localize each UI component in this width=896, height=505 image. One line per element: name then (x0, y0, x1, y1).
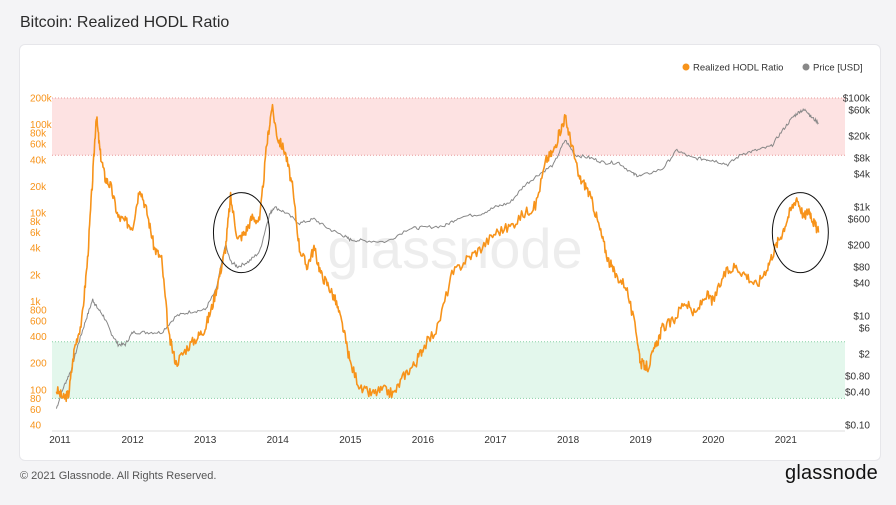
left-tick-label: 40 (30, 421, 42, 432)
annotation-ellipse-1 (771, 192, 829, 274)
right-tick-label: $6 (859, 324, 871, 335)
annotation-ellipse-0 (212, 192, 270, 274)
left-tick-label: 4k (30, 244, 42, 255)
x-tick-label: 2015 (339, 435, 362, 446)
band-1 (52, 341, 845, 399)
legend-label[interactable]: Price [USD] (813, 63, 863, 74)
legend-label[interactable]: Realized HODL Ratio (693, 63, 783, 74)
right-tick-label: $40 (853, 279, 870, 290)
left-tick-label: 20k (30, 182, 47, 193)
x-tick-label: 2020 (702, 435, 725, 446)
right-tick-label: $60k (848, 106, 871, 117)
right-tick-label: $1k (854, 203, 871, 214)
left-tick-label: 800 (30, 305, 47, 316)
hodl-ratio-line (55, 103, 820, 403)
right-tick-label: $0.80 (845, 371, 870, 382)
x-tick-label: 2016 (412, 435, 435, 446)
left-tick-label: 60 (30, 405, 42, 416)
band-0 (52, 98, 845, 156)
hodl-ratio-series (55, 103, 820, 403)
right-tick-label: $4k (854, 170, 871, 181)
left-tick-label: 80k (30, 129, 47, 140)
left-tick-label: 600 (30, 317, 47, 328)
legend-marker (802, 63, 810, 71)
left-tick-label: 100 (30, 385, 47, 396)
right-tick-label: $0.10 (845, 421, 870, 432)
right-tick-label: $8k (854, 153, 871, 164)
left-tick-label: 40k (30, 155, 47, 166)
left-tick-label: 80 (30, 394, 42, 405)
legend-marker (682, 63, 690, 71)
right-tick-label: $10 (853, 312, 870, 323)
left-tick-label: 400 (30, 332, 47, 343)
right-tick-label: $2 (859, 350, 871, 361)
right-tick-label: $80 (853, 262, 870, 273)
left-tick-label: 200 (30, 359, 47, 370)
right-tick-label: $20k (848, 132, 871, 143)
x-tick-label: 2014 (267, 435, 290, 446)
left-tick-label: 60k (30, 140, 47, 151)
chart-title: Bitcoin: Realized HODL Ratio (20, 14, 230, 31)
right-axis: $0.10 $0.40 $0.80 $2 $6$10 $40 $80 $200 $600$1k $… (843, 94, 871, 432)
left-tick-label: 100k (30, 120, 53, 131)
x-tick-label: 2018 (557, 435, 580, 446)
x-tick-label: 2019 (630, 435, 653, 446)
right-tick-label: $100k (843, 94, 871, 105)
left-tick-label: 6k (30, 228, 42, 239)
right-tick-label: $600 (848, 215, 871, 226)
brand-logo: glassnode (785, 462, 878, 484)
right-tick-label: $200 (848, 241, 871, 252)
x-tick-label: 2013 (194, 435, 217, 446)
left-tick-label: 10k (30, 209, 47, 220)
left-tick-label: 8k (30, 217, 42, 228)
left-tick-label: 2k (30, 270, 42, 281)
price-line (55, 107, 819, 409)
x-axis: 2011 2012 2013 2014 2015 2016 2017 2018 2019 2020… (49, 435, 797, 446)
left-tick-label: 1k (30, 297, 42, 308)
legend[interactable]: Realized HODL Ratio Price [USD] (682, 63, 863, 74)
right-tick-label: $0.40 (845, 388, 870, 399)
annotations (212, 192, 829, 274)
price-series (55, 107, 819, 409)
x-tick-label: 2017 (484, 435, 507, 446)
watermark: glassnode (327, 217, 582, 280)
copyright-text: © 2021 Glassnode. All Rights Reserved. (20, 470, 217, 482)
left-tick-label: 200k (30, 94, 53, 105)
x-tick-label: 2021 (775, 435, 798, 446)
x-tick-label: 2011 (49, 435, 71, 446)
x-tick-label: 2012 (121, 435, 144, 446)
